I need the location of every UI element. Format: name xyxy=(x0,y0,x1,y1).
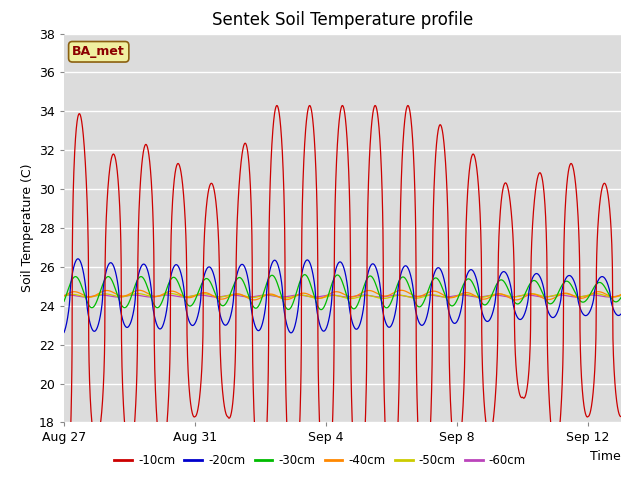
Text: BA_met: BA_met xyxy=(72,45,125,58)
Title: Sentek Soil Temperature profile: Sentek Soil Temperature profile xyxy=(212,11,473,29)
Legend: -10cm, -20cm, -30cm, -40cm, -50cm, -60cm: -10cm, -20cm, -30cm, -40cm, -50cm, -60cm xyxy=(109,449,531,472)
Y-axis label: Soil Temperature (C): Soil Temperature (C) xyxy=(20,164,33,292)
Text: Time: Time xyxy=(590,450,621,463)
